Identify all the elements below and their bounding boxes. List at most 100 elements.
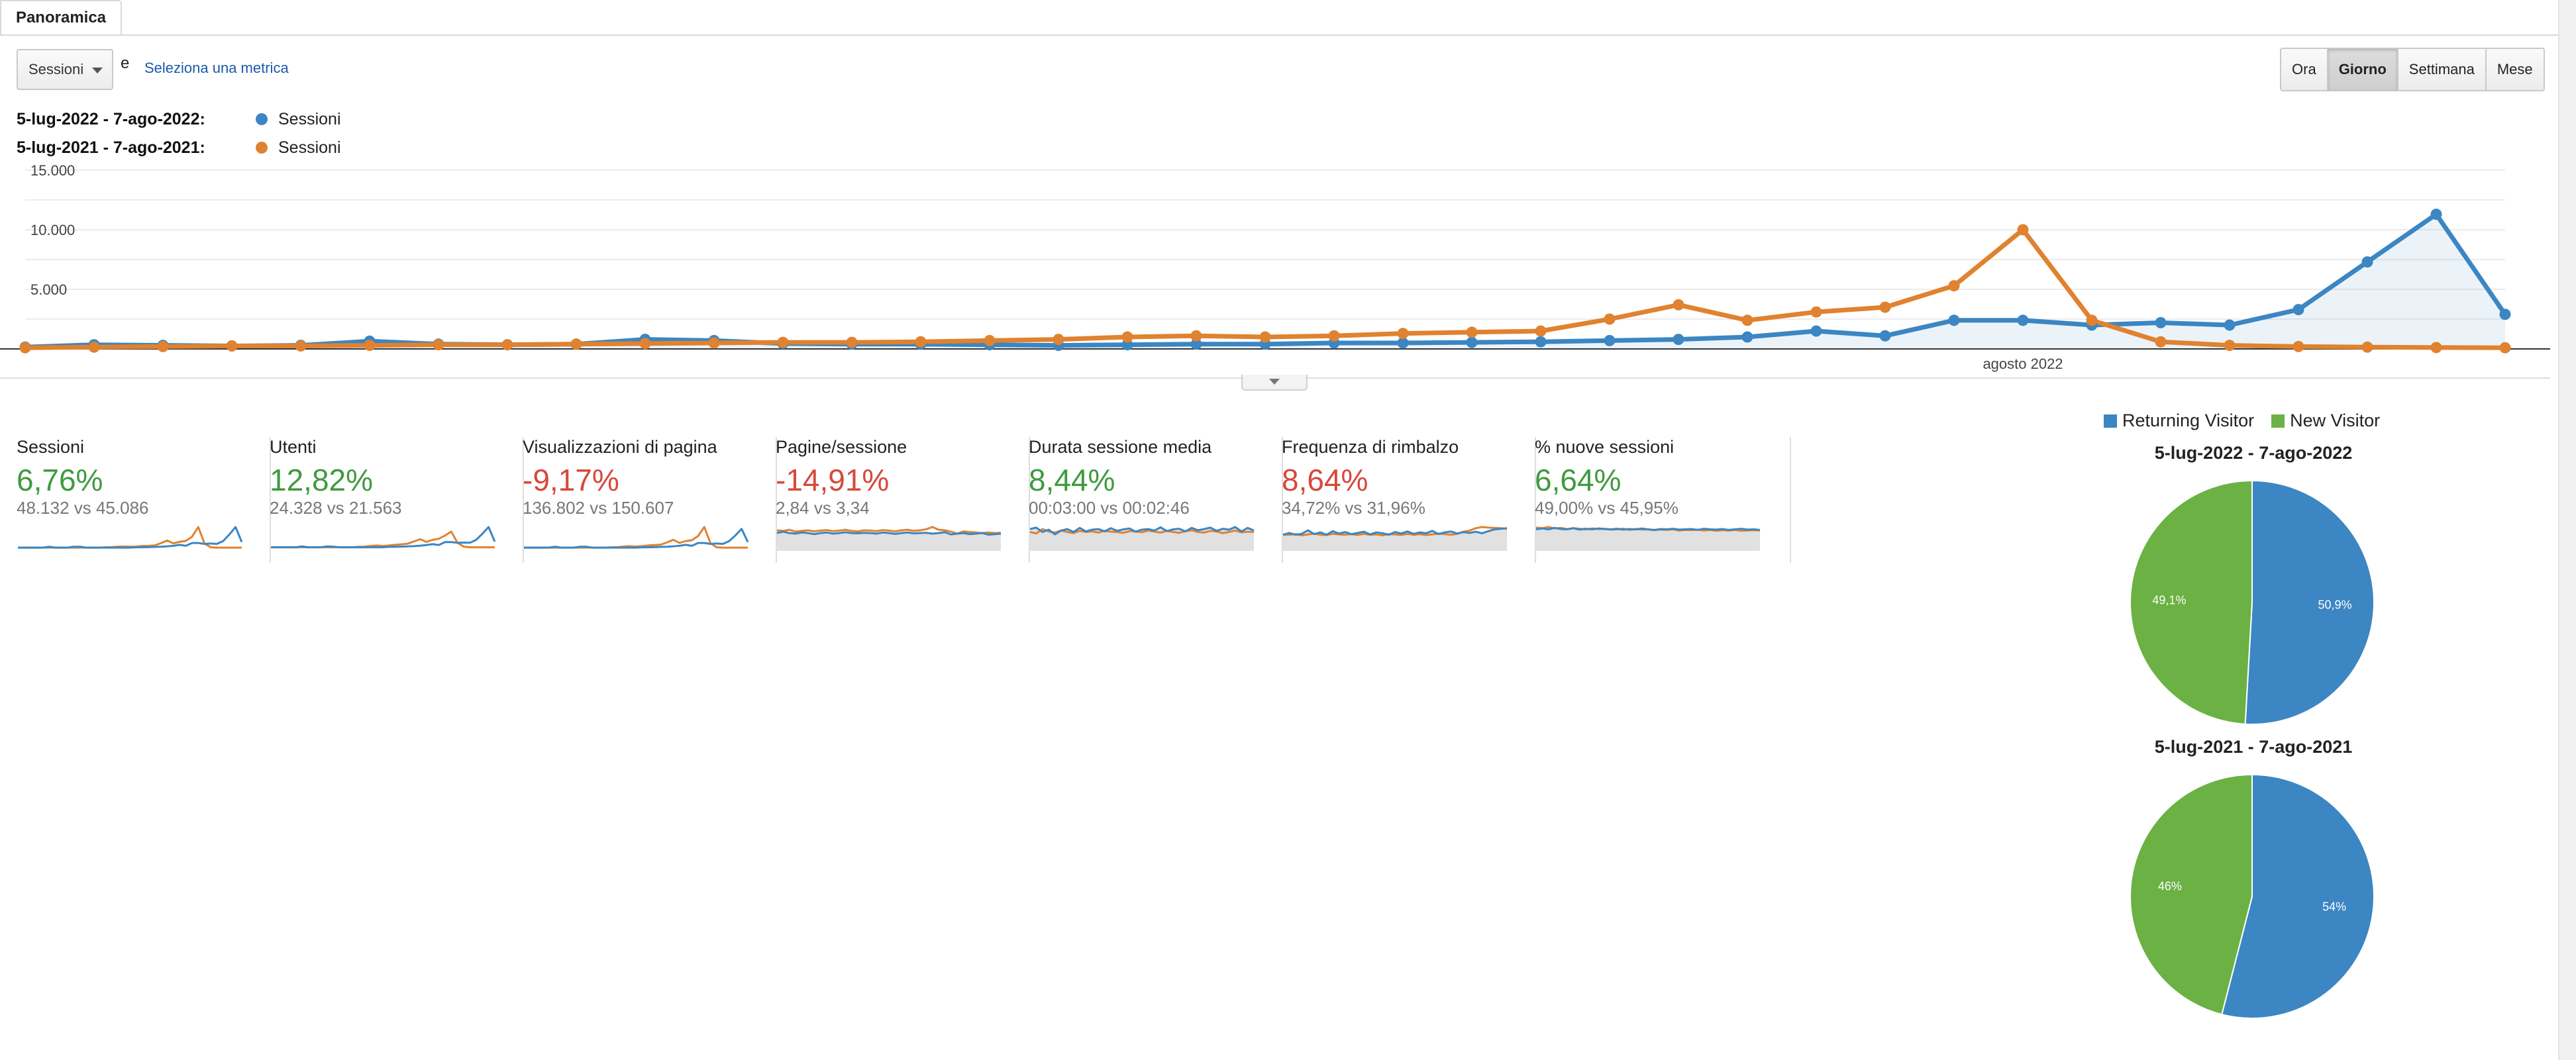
data-point-previous[interactable] [1328,330,1340,342]
metric-sparkline [776,526,1002,551]
data-point-previous[interactable] [226,340,238,352]
metric-comparison-values: 34,72% vs 31,96% [1282,498,1425,518]
data-point-current[interactable] [2224,319,2236,331]
legend-dot-previous [256,142,268,154]
metric-sparkline [18,526,243,549]
data-point-previous[interactable] [1259,331,1271,343]
chevron-down-icon [92,68,103,73]
data-point-current[interactable] [2293,304,2304,316]
data-point-current[interactable] [1810,325,1822,337]
data-point-previous[interactable] [2155,336,2167,348]
data-point-previous[interactable] [2293,340,2304,352]
data-point-previous[interactable] [1948,280,1960,292]
data-point-current[interactable] [1673,334,1684,346]
tab-overview[interactable]: Panoramica [0,0,122,34]
metric-sparkline [524,526,749,549]
data-point-previous[interactable] [570,338,582,350]
data-point-previous[interactable] [501,339,513,351]
data-point-previous[interactable] [1741,314,1753,326]
data-point-previous[interactable] [433,339,444,351]
granularity-day-button[interactable]: Giorno [2326,48,2398,91]
metric-card[interactable]: Pagine/sessione -14,91% 2,84 vs 3,34 [776,437,1030,563]
data-point-current[interactable] [1879,330,1891,342]
metric-select-value: Sessioni [28,61,84,77]
chevron-down-icon [1269,379,1280,385]
metric-select-dropdown[interactable]: Sessioni [17,49,113,90]
pie-slice-returning[interactable] [2244,479,2375,725]
data-point-previous[interactable] [19,342,31,354]
data-point-previous[interactable] [2430,342,2442,354]
data-point-previous[interactable] [639,338,651,350]
data-point-previous[interactable] [2086,314,2098,326]
metric-name: Durata sessione media [1029,437,1212,457]
sparkline-previous [1283,526,1508,537]
pie-slice-new[interactable] [2130,773,2253,1016]
data-point-current[interactable] [1535,336,1547,348]
data-point-current[interactable] [2430,209,2442,220]
data-point-previous[interactable] [2224,340,2236,352]
metric-comparison-values: 2,84 vs 3,34 [776,498,870,518]
legend-series-previous: Sessioni [278,138,341,157]
data-point-previous[interactable] [88,341,100,353]
data-point-previous[interactable] [1190,330,1202,342]
sparkline-current [1029,526,1255,536]
metric-name: Visualizzazioni di pagina [523,437,717,457]
metric-card[interactable]: Utenti 12,82% 24.328 vs 21.563 [270,437,524,563]
metric-name: Utenti [270,437,317,457]
granularity-hour-button[interactable]: Ora [2280,48,2328,91]
data-point-previous[interactable] [157,340,169,352]
data-point-previous[interactable] [915,336,927,348]
data-point-previous[interactable] [777,336,789,348]
pie-slice-new[interactable] [2129,479,2253,725]
data-point-current[interactable] [2155,316,2167,328]
data-point-previous[interactable] [2361,341,2373,353]
metric-change-percent: 6,76% [17,463,103,497]
data-point-previous[interactable] [1810,306,1822,318]
data-point-current[interactable] [2499,309,2511,320]
data-point-previous[interactable] [846,336,858,348]
data-point-previous[interactable] [295,340,307,352]
metric-card[interactable]: Frequenza di rimbalzo 8,64% 34,72% vs 31,9… [1282,437,1536,563]
data-point-current[interactable] [1397,337,1409,349]
data-point-previous[interactable] [1535,325,1547,337]
sparkline-current [1535,526,1761,531]
data-point-previous[interactable] [1397,328,1409,340]
data-point-previous[interactable] [1121,331,1133,343]
select-metric-link[interactable]: Seleziona una metrica [144,60,289,76]
sessions-line-chart: 15.000 10.000 5.000 agosto 2022 [0,162,2550,379]
data-point-previous[interactable] [1466,326,1478,338]
metric-card[interactable]: Sessioni 6,76% 48.132 vs 45.086 [17,437,271,563]
sparkline-current [776,530,1002,536]
metric-comparison-values: 00:03:00 vs 00:02:46 [1029,498,1190,518]
data-point-current[interactable] [1604,334,1616,346]
data-point-current[interactable] [1190,338,1202,350]
data-point-previous[interactable] [1604,313,1616,325]
pie-slice-returning[interactable] [2221,773,2375,1019]
granularity-month-button[interactable]: Mese [2485,48,2545,91]
data-point-current[interactable] [1741,331,1753,343]
data-point-previous[interactable] [1053,334,1064,346]
data-point-previous[interactable] [984,334,996,346]
data-point-current[interactable] [2361,256,2373,268]
data-point-previous[interactable] [708,337,720,349]
data-point-previous[interactable] [1879,301,1891,313]
data-point-previous[interactable] [2499,342,2511,354]
metric-card[interactable]: Visualizzazioni di pagina -9,17% 136.802 v… [523,437,777,563]
legend-label-returning: Returning Visitor [2122,410,2255,430]
right-scrollbar[interactable] [2558,0,2576,1060]
data-point-current[interactable] [1466,336,1478,348]
sparkline-current [18,526,243,549]
data-point-current[interactable] [2017,314,2029,326]
metric-card[interactable]: Durata sessione media 8,44% 00:03:00 vs 00… [1029,437,1283,563]
metric-change-percent: 12,82% [270,463,374,497]
chart-collapse-toggle[interactable] [1241,375,1308,391]
metric-change-percent: 6,64% [1535,463,1622,497]
data-point-previous[interactable] [364,340,376,352]
data-point-previous[interactable] [1673,299,1684,311]
y-tick-label: 5.000 [30,281,67,298]
data-point-previous[interactable] [2017,224,2029,236]
data-point-current[interactable] [1948,314,1960,326]
granularity-week-button[interactable]: Settimana [2396,48,2487,91]
data-point-current[interactable] [1121,339,1133,351]
metric-card[interactable]: % nuove sessioni 6,64% 49,00% vs 45,95% [1535,437,1791,563]
